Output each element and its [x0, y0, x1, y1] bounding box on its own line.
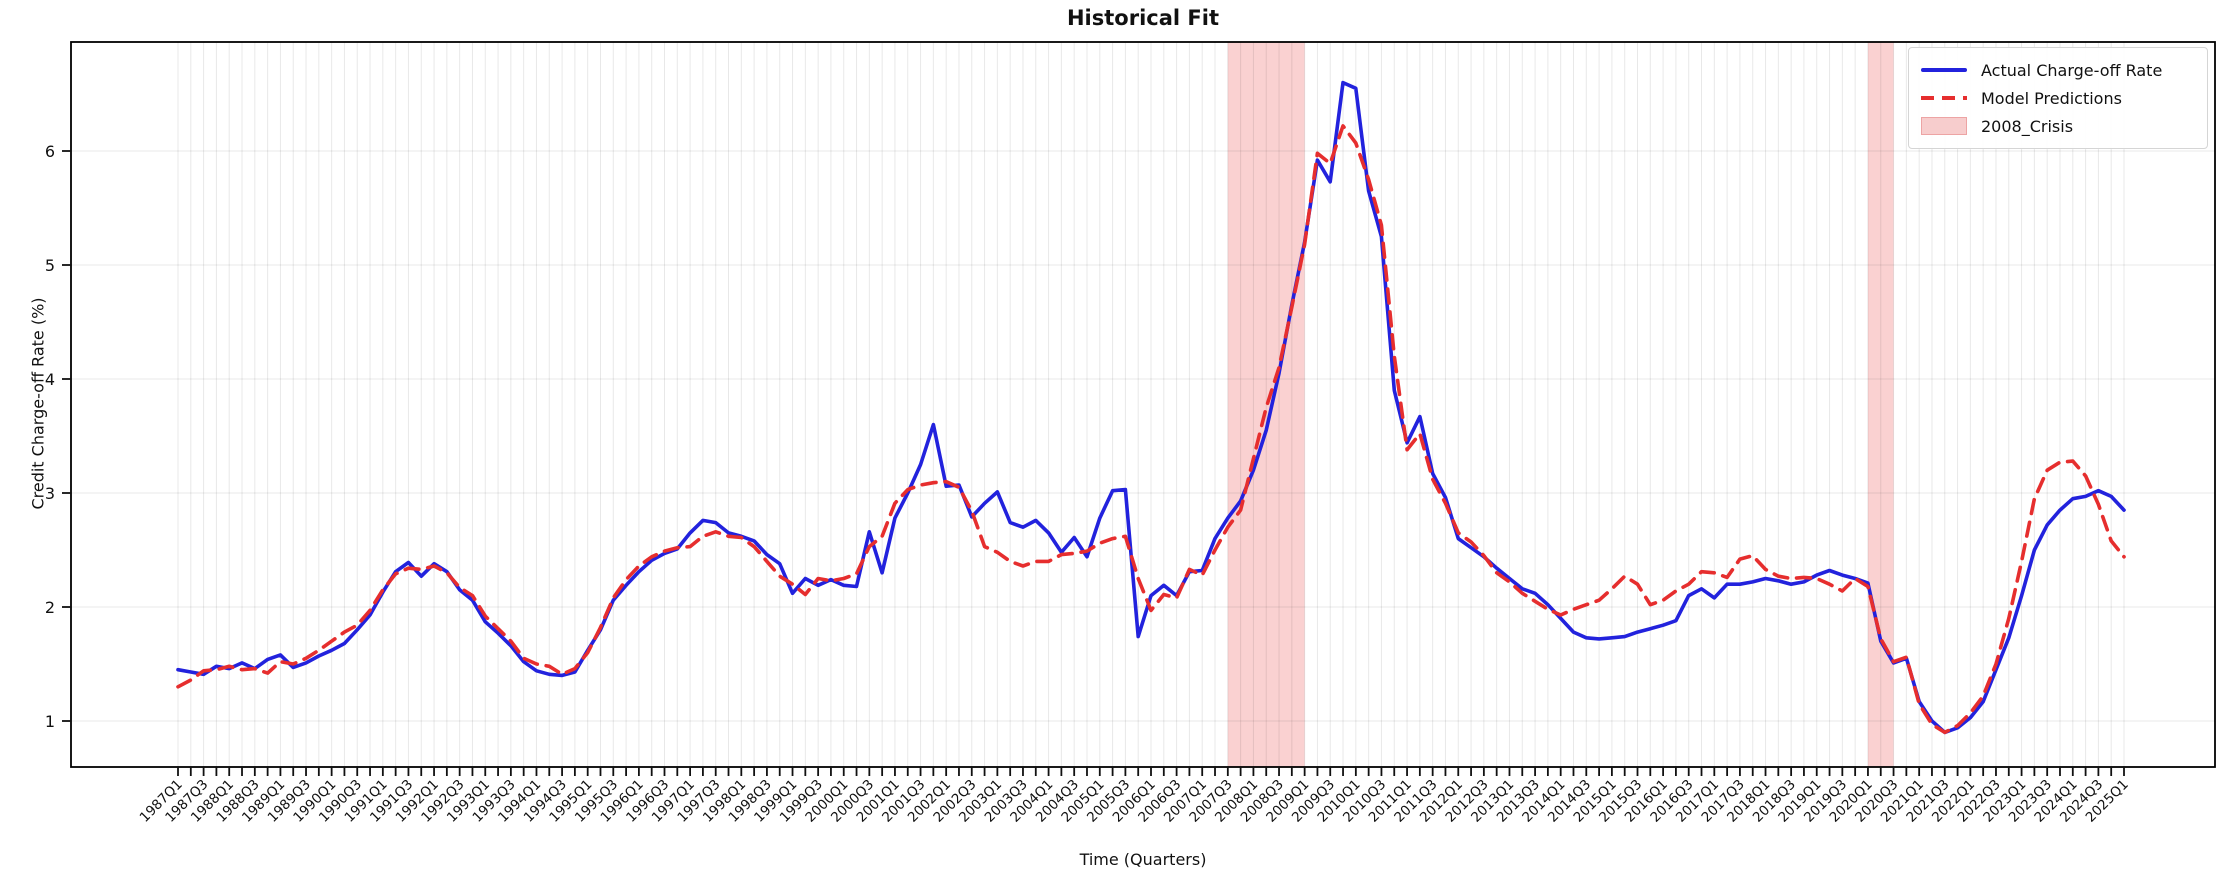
chart-title: Historical Fit [1066, 6, 1219, 30]
y-tick-label: 2 [45, 598, 55, 617]
plot-background [71, 42, 2215, 767]
crisis-band [1867, 42, 1894, 767]
legend-item-crisis: 2008_Crisis [1921, 112, 2195, 140]
x-axis-label: Time (Quarters) [1079, 850, 1207, 869]
legend: Actual Charge-off Rate Model Predictions… [1908, 47, 2208, 149]
legend-item-actual: Actual Charge-off Rate [1921, 56, 2195, 84]
line-actual-rate [176, 80, 2126, 735]
line-model-predictions [176, 124, 2126, 735]
legend-item-predictions: Model Predictions [1921, 84, 2195, 112]
actual-line-swatch-icon [1921, 68, 1967, 72]
y-tick-label: 5 [45, 256, 55, 275]
predictions-dashed-line-swatch-icon [1921, 96, 1967, 100]
plot-border [70, 41, 2216, 768]
y-tick-label: 3 [45, 484, 55, 503]
legend-label-crisis: 2008_Crisis [1981, 116, 2074, 136]
y-tick-label: 4 [45, 370, 55, 389]
crisis-patch-swatch-icon [1921, 117, 1967, 135]
crisis-band [1227, 42, 1305, 767]
y-tick-label: 1 [45, 712, 55, 731]
y-tick-label: 6 [45, 142, 55, 161]
legend-label-actual: Actual Charge-off Rate [1981, 60, 2163, 80]
y-axis-label: Credit Charge-off Rate (%) [28, 297, 48, 510]
legend-label-predictions: Model Predictions [1981, 88, 2122, 108]
